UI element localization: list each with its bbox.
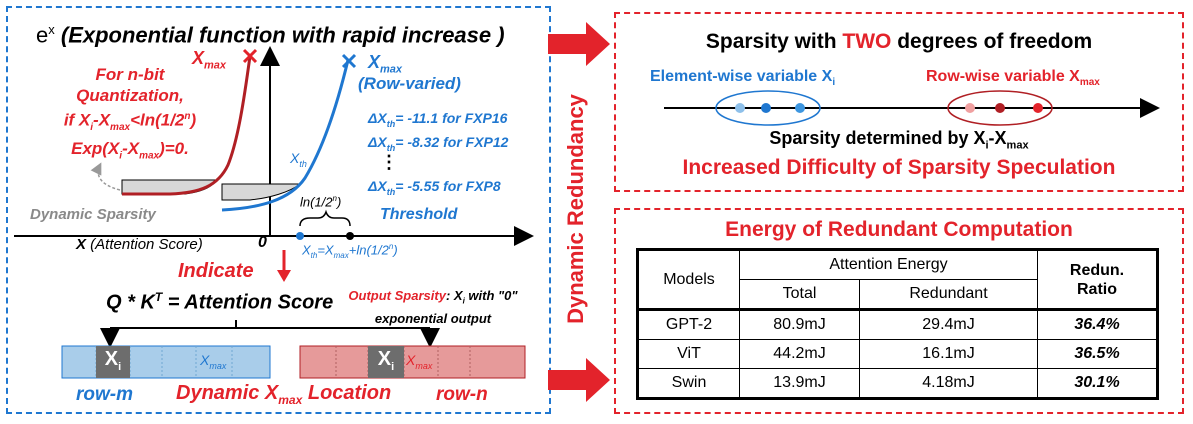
energy-title: Energy of Redundant Computation xyxy=(725,218,1073,241)
difficulty-label: Increased Difficulty of Sparsity Specula… xyxy=(682,156,1116,179)
row-dot xyxy=(995,103,1005,113)
delta-fxp8: ΔXth= -5.55 for FXP8 xyxy=(368,178,501,197)
exponential-panel xyxy=(6,6,551,414)
row-m-xi: Xi xyxy=(104,348,122,373)
red-exp-curve xyxy=(122,55,252,196)
cell-total: 44.2mJ xyxy=(739,339,860,369)
row-dot xyxy=(965,103,975,113)
ln-label: ln(1/2n) xyxy=(300,194,342,210)
header-redundant: Redundant xyxy=(859,279,1038,310)
title-sup: x xyxy=(48,22,55,37)
ln-brace xyxy=(299,209,351,227)
row-dot xyxy=(1033,103,1043,113)
header-attention-energy: Attention Energy xyxy=(739,249,1038,280)
big-arrow-bottom xyxy=(548,358,610,402)
threshold-point xyxy=(296,232,304,240)
dynamic-sparsity-label: Dynamic Sparsity xyxy=(30,206,156,223)
cell-redundant: 16.1mJ xyxy=(859,339,1038,369)
table-row: ViT 44.2mJ 16.1mJ 36.5% xyxy=(637,339,1158,369)
elem-dot xyxy=(795,103,805,113)
dynamic-location-label: Dynamic Xmax Location xyxy=(176,382,392,407)
table-header-row: Models Attention Energy Redun. Ratio xyxy=(637,249,1158,310)
xmax-blue-label: Xmax xyxy=(368,52,403,76)
cell-total: 13.9mJ xyxy=(739,368,860,399)
cell-model: GPT-2 xyxy=(637,309,740,340)
table-row: Swin 13.9mJ 4.18mJ 30.1% xyxy=(637,368,1158,399)
cell-ratio: 30.1% xyxy=(1037,368,1158,399)
sparsity-determined: Sparsity determined by Xi-Xmax xyxy=(769,128,1029,152)
row-m-xmax: Xmax xyxy=(200,352,227,371)
row-m-label: row-m xyxy=(76,384,133,405)
dynamic-redundancy-label: Dynamic Redundancy xyxy=(563,94,588,324)
energy-panel xyxy=(614,208,1184,414)
cell-total: 80.9mJ xyxy=(739,309,860,340)
row-wise-label: Row-wise variable Xmax xyxy=(926,68,1100,89)
indicate-arrow-head xyxy=(277,270,291,282)
row-n-label: row-n xyxy=(436,384,488,405)
elem-dot xyxy=(761,103,771,113)
elem-dot xyxy=(735,103,745,113)
quantization-note: For n-bit Quantization, if Xi-Xmax<ln(1/… xyxy=(63,65,197,162)
header-total: Total xyxy=(739,279,860,310)
xmax-red-mark xyxy=(242,48,258,64)
element-wise-label: Element-wise variable Xi xyxy=(650,68,836,89)
xmax-blue-mark xyxy=(341,53,357,69)
row-n-xi: Xi xyxy=(377,348,395,373)
cell-redundant: 4.18mJ xyxy=(859,368,1038,399)
title-text: (Exponential function with rapid increas… xyxy=(54,22,505,48)
xth-label: Xth xyxy=(290,150,307,169)
delta-fxp12: ΔXth= -8.32 for FXP12 xyxy=(368,134,509,153)
sparsity-title: Sparsity with TWO degrees of freedom xyxy=(705,30,1093,53)
sparsity-pointer-arrow xyxy=(90,162,121,191)
origin-label: 0 xyxy=(258,234,267,251)
big-arrow-top xyxy=(548,22,610,66)
dynamic-sparsity-region-red xyxy=(121,179,216,195)
row-varied-label: (Row-varied) xyxy=(358,74,461,93)
title-e: e xyxy=(36,22,49,48)
delta-fxp16: ΔXth= -11.1 for FXP16 xyxy=(368,110,508,129)
attention-formula: Q * KT = Attention Score xyxy=(106,290,334,314)
cell-redundant: 29.4mJ xyxy=(859,309,1038,340)
table-subheader-row: Total Redundant xyxy=(638,279,1158,310)
delta-ellipsis: ⋮ xyxy=(380,152,398,172)
energy-table: Models Attention Energy Redun. Ratio Tota… xyxy=(636,248,1159,400)
row-m-bar xyxy=(61,345,271,379)
dynamic-sparsity-region-blue xyxy=(221,183,302,201)
x-axis-label: X (Attention Score) xyxy=(76,236,203,253)
sparsity-panel xyxy=(614,12,1184,192)
row-n-bar xyxy=(299,345,526,379)
cell-ratio: 36.4% xyxy=(1037,309,1158,340)
table-row: GPT-2 80.9mJ 29.4mJ 36.4% xyxy=(637,309,1158,340)
row-wise-ellipse xyxy=(947,90,1053,126)
cell-model: ViT xyxy=(637,339,740,369)
row-n-xmax: Xmax xyxy=(406,352,433,371)
indicate-label: Indicate xyxy=(178,260,254,282)
element-wise-ellipse xyxy=(715,90,821,126)
cell-ratio: 36.5% xyxy=(1037,339,1158,369)
cell-model: Swin xyxy=(637,368,740,399)
threshold-formula: Xth=Xmax+ln(1/2n) xyxy=(302,242,398,260)
threshold-label: Threshold xyxy=(380,206,458,223)
blue-exp-curve xyxy=(221,59,350,212)
xmax-red-label: Xmax xyxy=(192,48,227,72)
output-sparsity-note: Output Sparsity: Xi with "0" exponential… xyxy=(348,288,518,326)
exp-title: ex (Exponential function with rapid incr… xyxy=(36,22,505,48)
xmax-point xyxy=(346,232,354,240)
header-ratio: Redun. Ratio xyxy=(1037,249,1158,310)
header-models: Models xyxy=(637,249,740,310)
